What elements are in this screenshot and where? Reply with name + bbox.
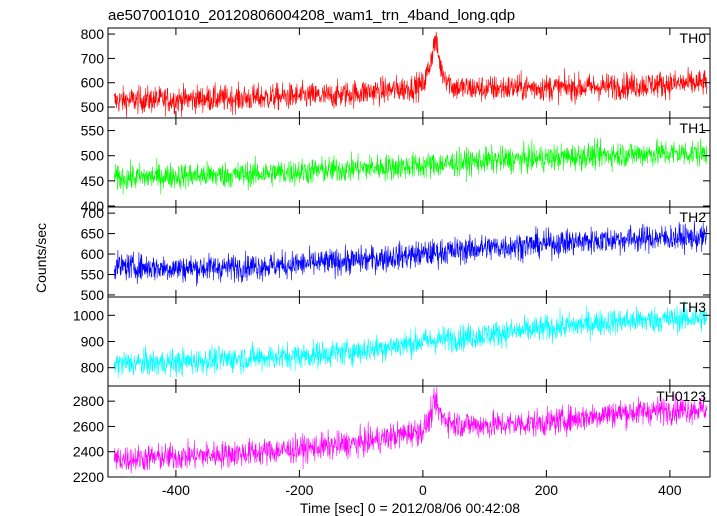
panel-th0123: 2200 2400 2600 2800 -400 -200 0 200 400 TH0123 <box>73 385 711 498</box>
panels: 500 600 700 800 TH0 400 450 500 550 TH1 500 550 600 6… <box>73 26 711 498</box>
y-tick-label: 800 <box>81 26 105 42</box>
panel-th3: 800 900 1000 TH3 <box>73 296 711 387</box>
y-tick-label: 500 <box>81 287 105 303</box>
series-line-th1 <box>113 137 708 195</box>
series-line-th0 <box>113 31 708 118</box>
y-tick-label: 800 <box>81 360 105 376</box>
x-axis-label: Time [sec] 0 = 2012/08/06 00:42:08 <box>300 500 520 516</box>
y-tick-label: 500 <box>81 148 105 164</box>
y-tick-label: 2400 <box>73 444 104 460</box>
y-tick-label: 400 <box>81 198 105 214</box>
series-label: TH0123 <box>656 388 706 404</box>
x-tick-label: -400 <box>162 482 190 498</box>
y-tick-label: 700 <box>81 205 105 221</box>
y-tick-label: 900 <box>81 334 105 350</box>
series-label: TH1 <box>680 120 707 136</box>
y-tick-label: 600 <box>81 246 105 262</box>
series-label: TH0 <box>680 30 707 46</box>
y-tick-label: 450 <box>81 173 105 189</box>
x-tick-label: -200 <box>285 482 313 498</box>
x-tick-label: 400 <box>658 482 682 498</box>
y-tick-label: 700 <box>81 50 105 66</box>
y-tick-label: 500 <box>81 99 105 115</box>
y-tick-label: 650 <box>81 226 105 242</box>
series-line-th0123 <box>113 387 708 474</box>
panel-th0: 500 600 700 800 TH0 <box>81 26 711 119</box>
y-axis-label: Counts/sec <box>33 223 49 293</box>
y-tick-label: 550 <box>81 267 105 283</box>
y-tick-label: 2200 <box>73 469 104 485</box>
figure-title: ae507001010_20120806004208_wam1_trn_4ban… <box>108 7 515 24</box>
y-tick-label: 2600 <box>73 418 104 434</box>
series-line-th3 <box>113 300 708 378</box>
panel-frame <box>107 385 711 478</box>
x-tick-label: 0 <box>419 482 427 498</box>
y-tick-label: 550 <box>81 123 105 139</box>
series-label: TH2 <box>680 209 707 225</box>
series-label: TH3 <box>680 299 707 315</box>
y-tick-label: 1000 <box>73 307 104 323</box>
y-tick-label: 600 <box>81 75 105 91</box>
panel-th2: 500 550 600 650 700 TH2 <box>81 205 711 303</box>
x-tick-label: 200 <box>535 482 559 498</box>
panel-th1: 400 450 500 550 TH1 <box>81 117 711 214</box>
series-line-th2 <box>113 220 708 287</box>
y-tick-label: 2800 <box>73 393 104 409</box>
